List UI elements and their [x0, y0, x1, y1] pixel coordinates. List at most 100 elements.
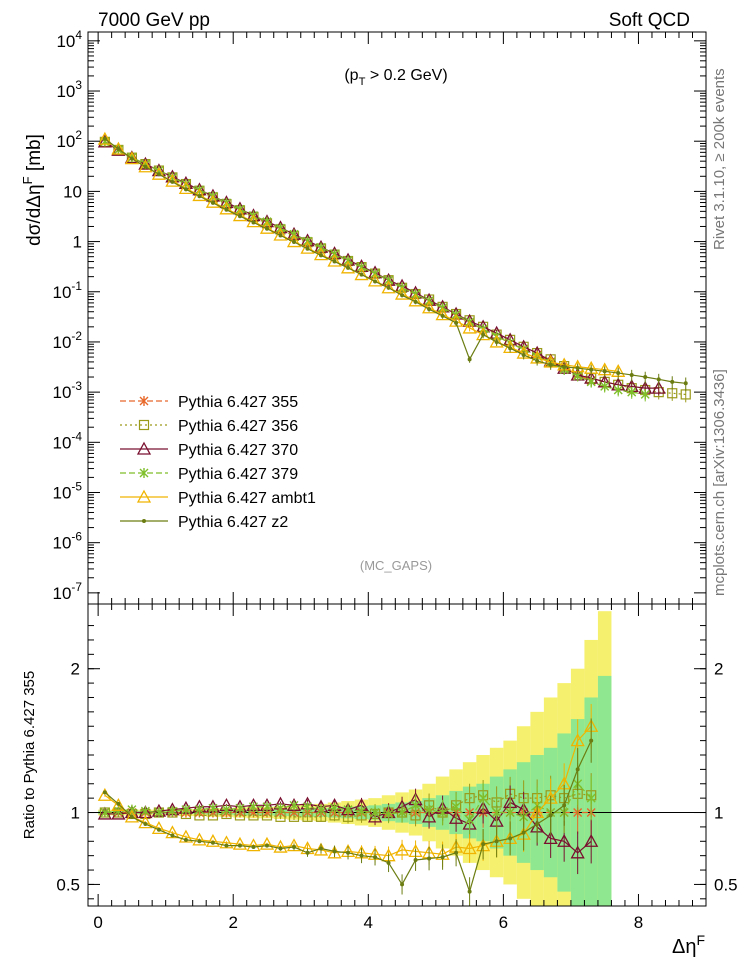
data-point-star — [424, 804, 434, 815]
data-point-star — [208, 803, 218, 814]
x-tick-label: 0 — [93, 913, 102, 932]
data-point-triangle — [476, 327, 491, 341]
data-point-dot — [454, 320, 459, 325]
main-axis-ticks: 10-7 10-6 10-5 10-4 10-3 10-2 10-1 1 10 102 103 104 — [53, 28, 707, 604]
data-point-dot — [386, 860, 391, 865]
data-point-dot — [346, 265, 351, 270]
data-point-triangle — [138, 156, 153, 170]
ratio-y-axis-label: Ratio to Pythia 6.427 355 — [21, 671, 38, 839]
data-point-triangle — [421, 809, 437, 823]
legend: Pythia 6.427 355 Pythia 6.427 356 Pythia 6… — [120, 394, 316, 531]
data-point-triangle — [489, 334, 504, 348]
data-point-dot — [535, 358, 540, 363]
analysis-tag: (MC_GAPS) — [360, 558, 432, 573]
data-point-dot — [210, 840, 215, 845]
data-point-square — [464, 793, 475, 804]
data-point-dot — [467, 889, 472, 894]
data-point-star — [100, 807, 110, 818]
data-point-triangle — [136, 441, 152, 455]
data-point-dot — [575, 366, 580, 371]
data-point-dot — [359, 272, 364, 277]
green-uncertainty-band — [597, 675, 612, 906]
data-point-triangle — [259, 214, 275, 228]
data-point-triangle — [449, 313, 464, 327]
legend-label: Pythia 6.427 370 — [178, 442, 298, 459]
data-point-triangle — [151, 166, 167, 180]
x-axis-label: ΔηF — [672, 932, 705, 958]
x-tick-label: 4 — [364, 913, 373, 932]
data-point-star — [370, 807, 380, 818]
data-point-triangle — [138, 159, 153, 173]
data-point-dot — [278, 846, 283, 851]
data-point-star — [181, 804, 191, 815]
data-point-dot — [454, 850, 459, 855]
y-tick-label: 10 — [63, 182, 82, 201]
data-point-dot — [440, 313, 445, 318]
data-point-triangle — [97, 806, 112, 820]
ratio-y-tick-label: 1 — [71, 804, 80, 823]
data-point-dot — [183, 187, 188, 192]
data-point-triangle — [219, 835, 234, 849]
data-point-triangle — [246, 838, 261, 852]
data-point-star — [613, 385, 623, 396]
data-point-dot — [467, 357, 472, 362]
data-point-triangle — [394, 842, 410, 856]
data-point-star — [640, 389, 650, 400]
ratio-y-tick-label-right: 0.5 — [714, 875, 738, 894]
data-point-triangle — [136, 489, 152, 503]
ratio-y-tick-label: 2 — [71, 660, 80, 679]
data-point-triangle — [151, 820, 167, 834]
data-point-dot — [183, 837, 188, 842]
data-point-dot — [170, 833, 175, 838]
data-point-star — [505, 807, 515, 818]
data-point-star — [139, 468, 149, 478]
data-point-dot — [237, 843, 242, 848]
data-point-triangle — [570, 733, 585, 747]
data-point-triangle — [178, 829, 194, 843]
data-point-star — [465, 814, 475, 825]
data-point-dot — [548, 813, 553, 818]
y-tick-label: 1 — [73, 233, 82, 252]
data-point-star — [451, 801, 461, 812]
data-point-dot — [116, 801, 121, 806]
data-point-triangle — [570, 845, 585, 859]
main-y-axis-label: dσ/dΔηF [mb] — [20, 134, 45, 246]
data-point-triangle — [273, 839, 288, 853]
pt-cut-annotation: (pT > 0.2 GeV) — [344, 67, 447, 88]
series-line — [104, 141, 659, 389]
data-point-star — [303, 801, 313, 812]
series-1 — [99, 136, 691, 403]
data-point-dot — [548, 362, 553, 367]
data-point-dot — [535, 822, 540, 827]
data-point-dot — [481, 332, 486, 337]
data-point-triangle — [354, 267, 369, 281]
data-point-dot — [521, 830, 526, 835]
data-point-dot — [656, 377, 661, 382]
data-point-dot — [197, 194, 202, 199]
data-point-dot — [129, 156, 134, 161]
data-point-dot — [589, 738, 594, 743]
ratio-y-tick-label: 0.5 — [56, 875, 80, 894]
data-point-dot — [305, 850, 310, 855]
data-point-triangle — [124, 151, 139, 165]
data-point-star — [289, 800, 299, 811]
data-point-star — [586, 376, 596, 387]
data-point-dot — [224, 207, 229, 212]
data-point-triangle — [97, 131, 112, 145]
data-point-triangle — [651, 380, 666, 394]
data-point-dot — [440, 855, 445, 860]
y-tick-label: 10-7 — [53, 580, 83, 603]
data-point-triangle — [462, 841, 477, 855]
series-2 — [97, 134, 666, 396]
data-point-triangle — [584, 833, 599, 847]
data-point-dot — [278, 233, 283, 238]
series-5 — [102, 136, 688, 392]
data-point-triangle — [381, 280, 396, 294]
data-point-dot — [413, 857, 418, 862]
data-point-star — [154, 807, 164, 818]
data-point-dot — [143, 822, 148, 827]
data-point-dot — [683, 381, 688, 386]
data-point-dot — [508, 836, 513, 841]
data-point-dot — [251, 220, 256, 225]
series-line — [104, 141, 686, 396]
